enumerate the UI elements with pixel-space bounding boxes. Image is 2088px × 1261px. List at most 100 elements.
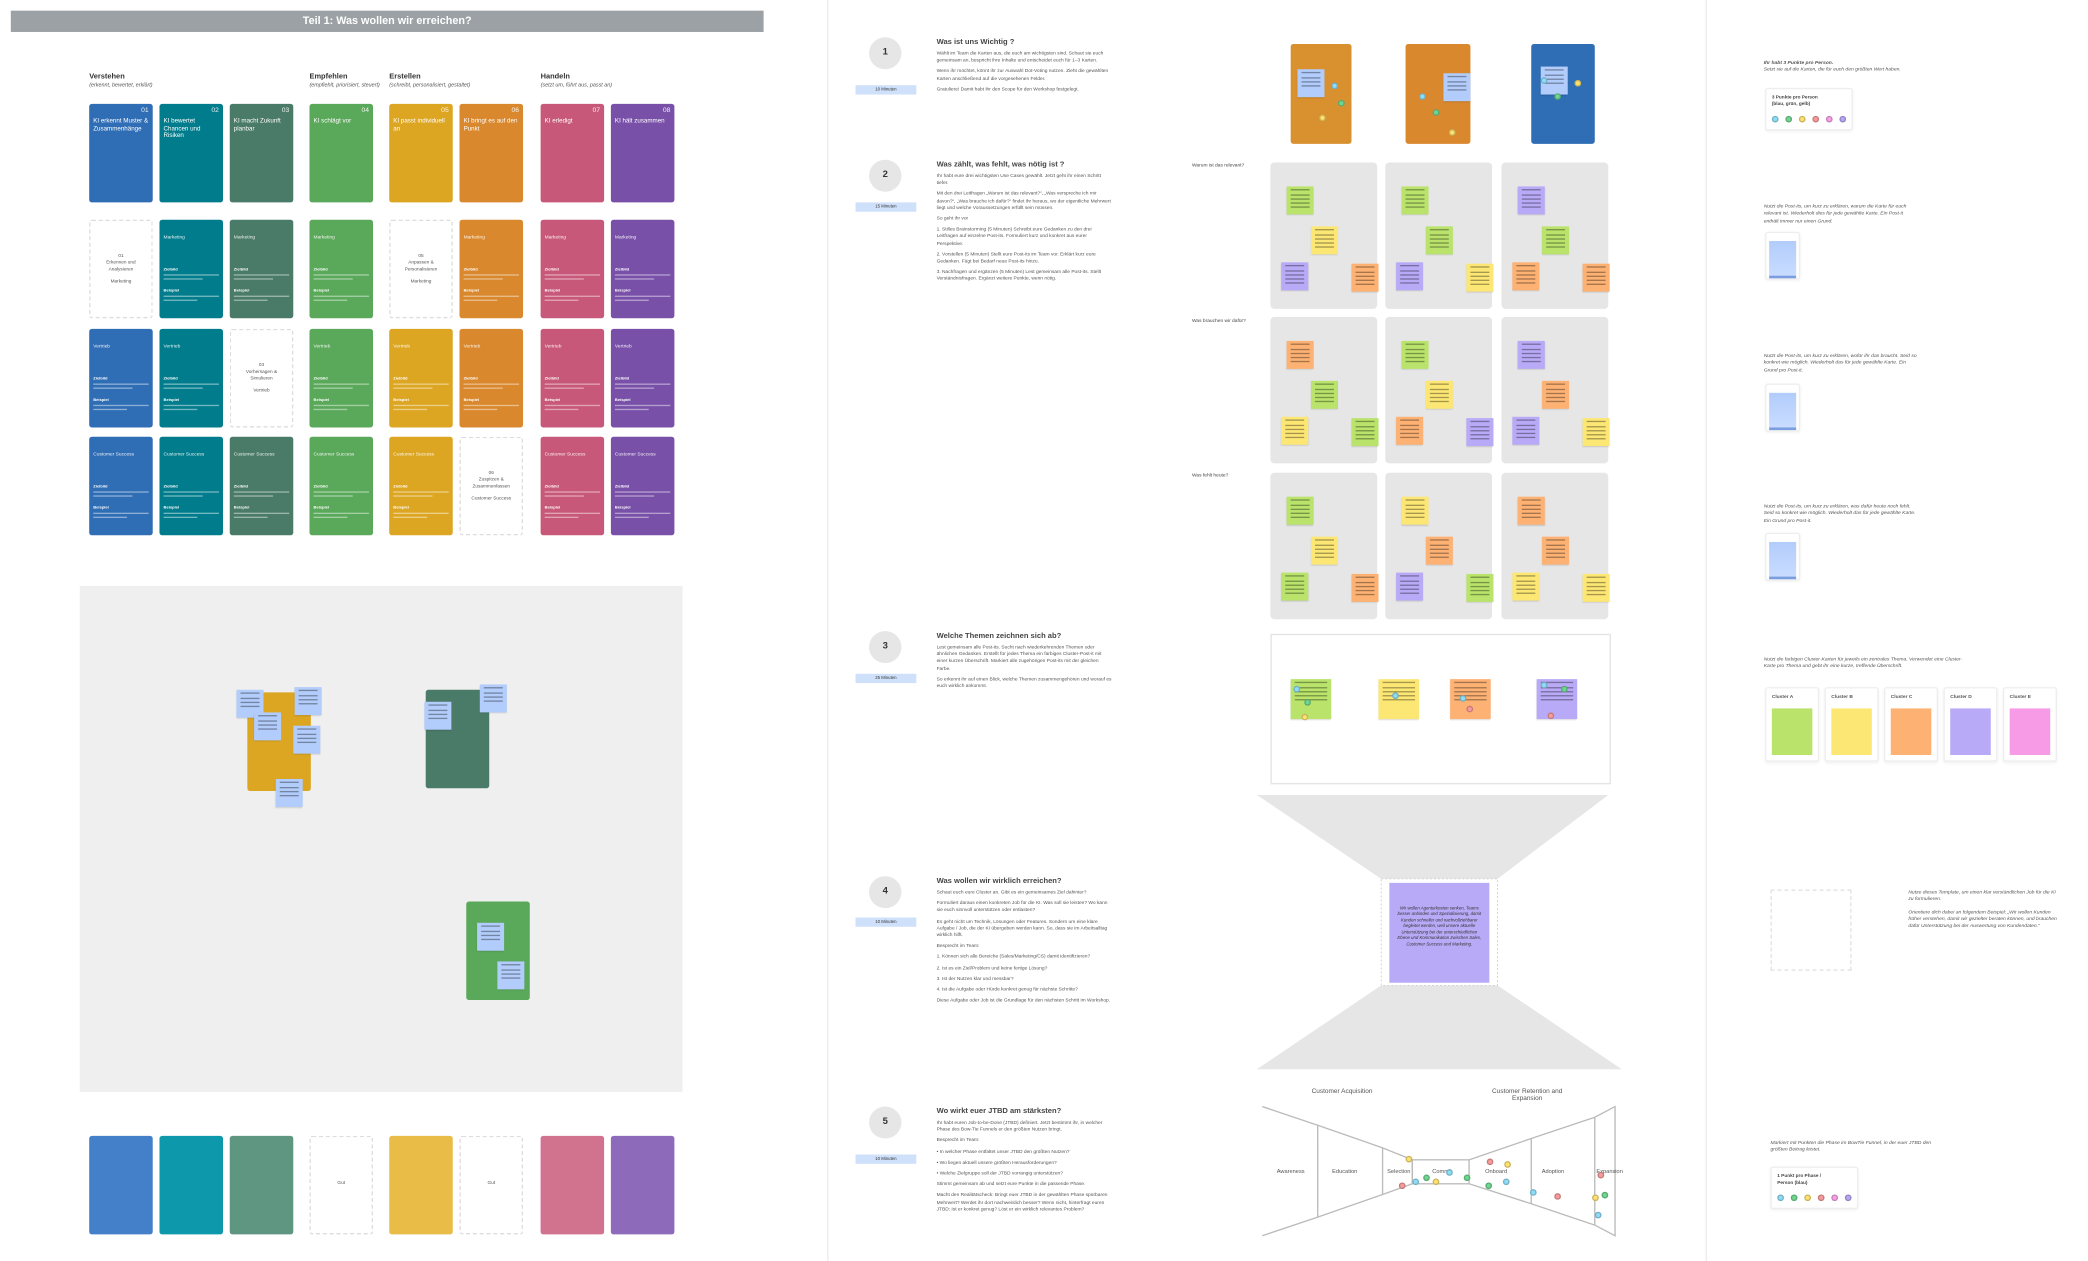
department-card[interactable]: Marketing Zielbild Beispiel (229, 219, 294, 319)
sticky-note[interactable] (1425, 380, 1453, 409)
department-card[interactable]: Marketing Zielbild Beispiel (610, 219, 675, 319)
vote-dot[interactable] (1412, 1178, 1420, 1186)
sticky-note[interactable] (1401, 340, 1429, 369)
sticky-note[interactable] (1582, 418, 1610, 447)
cluster-sticky[interactable] (1536, 679, 1578, 720)
use-case-card[interactable]: 08 KI hält zusammen (610, 103, 675, 203)
sticky-note[interactable] (1542, 380, 1570, 409)
sticky-note[interactable] (275, 778, 303, 807)
vote-dot[interactable] (1419, 93, 1426, 100)
department-card[interactable]: Marketing Zielbild Beispiel (459, 219, 524, 319)
vote-dot[interactable] (1777, 1194, 1784, 1202)
vote-dot[interactable] (1459, 695, 1467, 702)
use-case-card[interactable]: 02 KI bewertet Chancen und Risiken (159, 103, 223, 203)
cluster-sticky[interactable] (1450, 679, 1491, 720)
sticky-note[interactable] (294, 687, 322, 716)
department-card[interactable]: Vertrieb Zielbild Beispiel (610, 328, 675, 428)
cluster-card[interactable]: Cluster C (1883, 687, 1939, 762)
sticky-note[interactable] (1582, 263, 1610, 292)
use-case-card[interactable]: 03 KI macht Zukunft planbar (229, 103, 294, 203)
vote-dot[interactable] (1405, 1155, 1413, 1163)
sticky-note[interactable] (1512, 416, 1540, 445)
cluster-sticky[interactable] (2009, 708, 2051, 756)
department-card[interactable]: Vertrieb Zielbild Beispiel (540, 328, 605, 428)
vote-dot[interactable] (1448, 129, 1456, 136)
sticky-note[interactable] (1769, 241, 1797, 279)
sticky-note[interactable] (1286, 186, 1314, 215)
vote-dot[interactable] (1304, 699, 1311, 706)
vote-dot[interactable] (1504, 1161, 1511, 1168)
cluster-card[interactable]: Cluster E (2002, 687, 2057, 762)
cluster-sticky[interactable] (1290, 679, 1332, 720)
card-placeholder[interactable]: 03 Vorhersagen & Simulieren Vertrieb (229, 328, 294, 428)
vote-dot[interactable] (1812, 115, 1820, 123)
sticky-note[interactable] (1517, 496, 1545, 525)
sticky-note[interactable] (1286, 496, 1314, 525)
sticky-note[interactable] (1351, 263, 1379, 292)
vote-dot[interactable] (1554, 1193, 1561, 1200)
drop-slot-card[interactable] (229, 1135, 294, 1235)
vote-dot[interactable] (1529, 1189, 1537, 1196)
department-card[interactable]: Vertrieb Zielbild Beispiel (89, 328, 153, 428)
vote-dot[interactable] (1432, 109, 1440, 116)
jtbd-template-frame[interactable] (1770, 889, 1852, 971)
vote-dot[interactable] (1601, 1191, 1609, 1199)
cluster-card[interactable]: Cluster D (1943, 687, 1998, 762)
vote-dot[interactable] (1817, 1194, 1825, 1202)
jtbd-sticky[interactable] (1389, 882, 1490, 983)
sticky-note[interactable] (1396, 572, 1424, 601)
vote-dot[interactable] (1574, 79, 1582, 87)
sticky-note[interactable] (1542, 226, 1570, 255)
cluster-card[interactable]: Cluster B (1824, 687, 1879, 762)
department-card[interactable]: Customer Success Zielbild Beispiel (309, 436, 374, 536)
department-card[interactable]: Customer Success Zielbild Beispiel (610, 436, 675, 536)
department-card[interactable]: Vertrieb Zielbild Beispiel (159, 328, 223, 428)
department-card[interactable]: Customer Success Zielbild Beispiel (89, 436, 153, 536)
vote-dot[interactable] (1594, 1211, 1602, 1219)
department-card[interactable]: Customer Success Zielbild Beispiel (159, 436, 223, 536)
use-case-card[interactable]: 05 KI passt individuell an (389, 103, 453, 203)
department-card[interactable]: Vertrieb Zielbild Beispiel (309, 328, 374, 428)
vote-dot[interactable] (1831, 1194, 1839, 1202)
department-card[interactable]: Marketing Zielbild Beispiel (159, 219, 223, 319)
sticky-note[interactable] (1466, 263, 1494, 292)
card-placeholder[interactable]: 06 Zuspitzen & Zusammenfassen Customer Suc… (459, 436, 524, 536)
sticky-note[interactable] (1517, 186, 1545, 215)
vote-dot[interactable] (1804, 1194, 1812, 1202)
department-card[interactable]: Vertrieb Zielbild Beispiel (459, 328, 524, 428)
department-card[interactable]: Customer Success Zielbild Beispiel (540, 436, 605, 536)
vote-dot[interactable] (1392, 692, 1399, 700)
drop-slot[interactable]: Gut (309, 1135, 374, 1235)
department-card[interactable]: Vertrieb Zielbild Beispiel (389, 328, 453, 428)
sticky-note[interactable] (1582, 573, 1610, 602)
sticky-note[interactable] (1443, 73, 1471, 102)
sticky-note[interactable] (1401, 186, 1429, 215)
sticky-note[interactable] (1769, 541, 1797, 580)
cluster-sticky[interactable] (1831, 708, 1872, 756)
sticky-note[interactable] (1281, 262, 1309, 291)
vote-dot[interactable] (1844, 1194, 1852, 1202)
cluster-sticky[interactable] (1771, 708, 1813, 756)
vote-dot[interactable] (1547, 712, 1555, 720)
sticky-note[interactable] (293, 725, 321, 754)
vote-dot[interactable] (1560, 685, 1568, 693)
vote-dot[interactable] (1446, 1169, 1453, 1176)
cluster-sticky[interactable] (1890, 708, 1932, 756)
sticky-note[interactable] (497, 961, 525, 990)
sticky-note[interactable] (1466, 418, 1494, 447)
sticky-note[interactable] (1396, 416, 1424, 445)
sticky-note[interactable] (1351, 573, 1379, 602)
cluster-sticky[interactable] (1378, 679, 1420, 720)
vote-dot[interactable] (1319, 114, 1326, 122)
sticky-note[interactable] (424, 701, 452, 730)
sticky-note[interactable] (1769, 392, 1797, 431)
drop-slot-card[interactable] (389, 1135, 453, 1235)
vote-dot[interactable] (1485, 1182, 1493, 1190)
card-placeholder[interactable]: 05 Anpassen & Personalisieren Marketing (389, 219, 453, 319)
sticky-note[interactable] (1281, 416, 1309, 445)
department-card[interactable]: Customer Success Zielbild Beispiel (229, 436, 294, 536)
sticky-note[interactable] (1310, 226, 1338, 255)
vote-dot[interactable] (1825, 115, 1833, 123)
vote-dot[interactable] (1466, 705, 1474, 713)
sticky-note[interactable] (1281, 572, 1309, 601)
